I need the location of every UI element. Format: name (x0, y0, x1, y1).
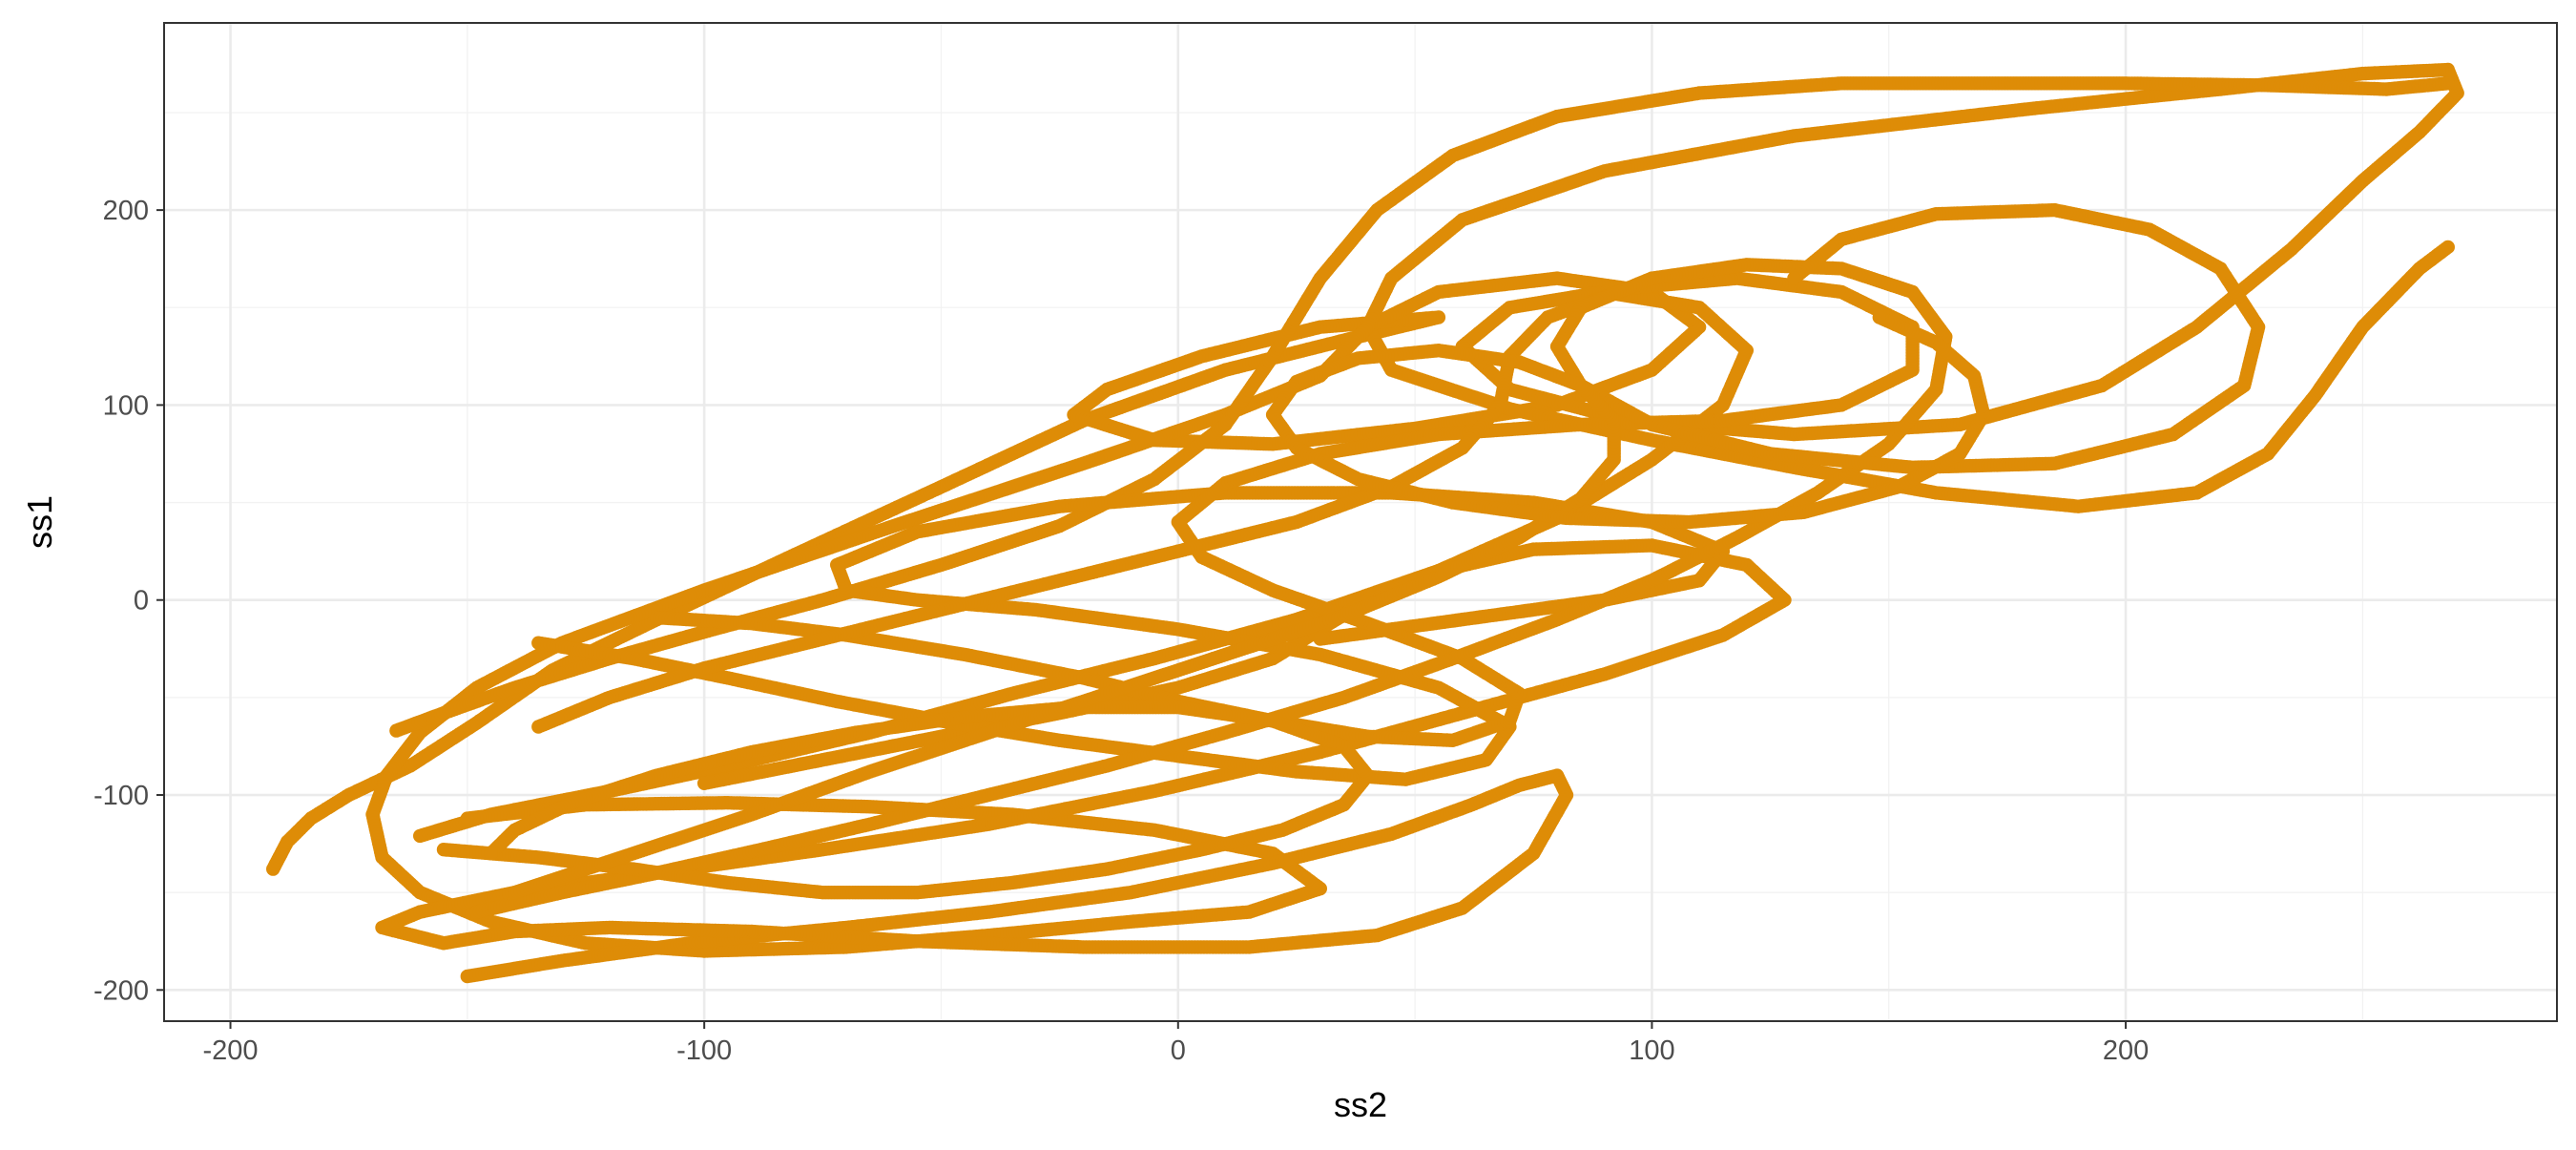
data-point (461, 811, 474, 825)
data-point (2441, 240, 2455, 254)
data-point (2441, 76, 2455, 90)
